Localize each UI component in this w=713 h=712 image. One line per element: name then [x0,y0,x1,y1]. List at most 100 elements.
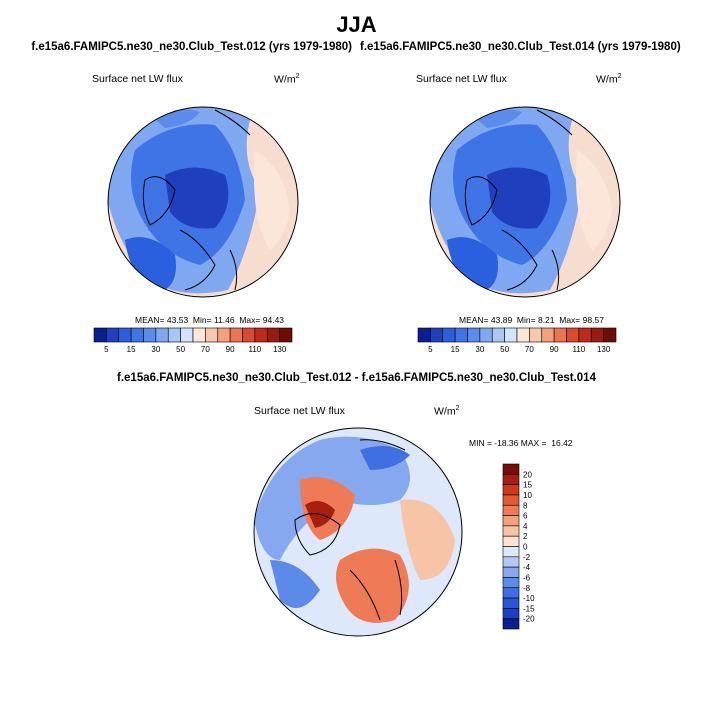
diff-field-region [270,560,320,608]
colorbar-swatch [502,525,520,537]
colorbar-swatch [541,327,555,343]
diff-field-region [360,446,410,470]
colorbar-swatch [516,327,530,343]
colorbar-tick-label: -4 [523,563,531,572]
case2-field-region [487,167,551,229]
case2-field-region [576,150,612,250]
colorbar-tick-label: 2 [523,532,528,541]
colorbar-swatch [417,327,431,343]
colorbar-tick-label: 15 [523,481,532,490]
diff-field-region [336,548,409,623]
colorbar-swatch [467,327,481,343]
case1-variable-label: Surface net LW flux [92,73,183,85]
case2-mean: 43.89 [490,315,513,325]
colorbar-swatch [502,597,520,609]
colorbar-swatch [266,327,280,343]
colorbar-swatch [254,327,268,343]
diff-polar-map [254,428,462,636]
case1-mean: 43.53 [166,315,189,325]
colorbar-tick-label: 5 [104,345,109,354]
colorbar-swatch [93,327,107,343]
colorbar-tick-label: 110 [572,345,585,354]
case1-field-region [125,237,176,292]
colorbar-swatch [502,474,520,485]
colorbar-swatch [192,327,206,343]
case1-map-border [107,106,299,298]
colorbar-swatch [180,327,194,343]
colorbar-tick-label: -6 [523,573,531,582]
case1-max: 94.43 [262,315,285,325]
diff-coastline [294,439,406,621]
case1-field-region [254,150,290,250]
colorbar-tick-label: 50 [176,345,185,354]
colorbar-tick-label: 4 [523,522,528,531]
case1-field-region [165,167,229,229]
colorbar-swatch [502,535,520,547]
colorbar-swatch [430,327,444,343]
case1-coastline [142,109,251,291]
colorbar-tick-label: 0 [523,543,528,552]
colorbar-swatch [504,327,518,343]
case2-field-region [447,237,498,292]
colorbar-swatch [491,327,505,343]
case1-stats: MEAN= 43.53 Min= 11.46 Max= 94.43 [135,315,285,325]
diff-field-region [400,499,455,580]
colorbar-tick-label: 70 [201,345,210,354]
colorbar-swatch [242,327,256,343]
colorbar-tick-label: 90 [550,345,559,354]
season-title: JJA [336,12,377,37]
colorbar-swatch [502,546,520,558]
colorbar-swatch [502,618,520,630]
case1-min: 11.46 [213,315,235,325]
colorbar-swatch [603,327,617,343]
case2-variable-label: Surface net LW flux [416,73,507,85]
colorbar-swatch [502,504,520,516]
colorbar-swatch [442,327,456,343]
diff-max: 16.42 [551,438,573,448]
colorbar-tick-label: -20 [523,615,535,624]
diff-min: -18.36 [494,438,519,448]
colorbar-swatch [529,327,543,343]
colorbar-tick-label: 10 [523,491,532,500]
diff-variable-label: Surface net LW flux [254,405,345,417]
colorbar-tick-label: 20 [523,470,532,479]
colorbar-swatch [205,327,219,343]
colorbar-swatch [502,484,520,496]
colorbar-tick-label: 6 [523,512,528,521]
colorbar-tick-label: 130 [597,345,611,354]
colorbar-swatch [118,327,132,343]
case1-colorbar: 5 15 30 50 70 90 110 130 [93,327,293,354]
diff-map-border [253,427,463,637]
colorbar-swatch [502,608,520,619]
diff-title: f.e15a6.FAMIPC5.ne30_ne30.Club_Test.012 … [117,372,596,384]
colorbar-swatch [106,327,120,343]
case2-stats: MEAN= 43.89 Min= 8.21 Max= 98.57 [459,315,604,325]
colorbar-swatch [155,327,169,343]
colorbar-tick-label: 15 [451,345,460,354]
colorbar-swatch [502,556,520,568]
colorbar-tick-label: -8 [523,584,531,593]
colorbar-swatch [479,327,493,343]
colorbar-swatch [143,327,157,343]
case1-polar-map [108,107,298,297]
case2-coastline [464,109,573,291]
colorbar-swatch [566,327,580,343]
colorbar-tick-label: 110 [248,345,261,354]
colorbar-swatch [217,327,231,343]
case1-units-label: W/m2 [274,73,300,86]
case2-title: f.e15a6.FAMIPC5.ne30_ne30.Club_Test.014 … [360,41,681,53]
colorbar-tick-label: -15 [523,604,535,613]
colorbar-swatch [229,327,243,343]
case2-units-label: W/m2 [596,73,622,86]
colorbar-tick-label: -2 [523,553,531,562]
case2-min: 8.21 [537,315,555,325]
colorbar-swatch [578,327,592,343]
colorbar-tick-label: 90 [226,345,235,354]
colorbar-swatch [167,327,181,343]
colorbar-tick-label: 30 [151,345,160,354]
case2-max: 98.57 [582,315,604,325]
colorbar-tick-label: 5 [428,345,433,354]
colorbar-swatch [502,577,520,589]
colorbar-swatch [502,566,520,578]
